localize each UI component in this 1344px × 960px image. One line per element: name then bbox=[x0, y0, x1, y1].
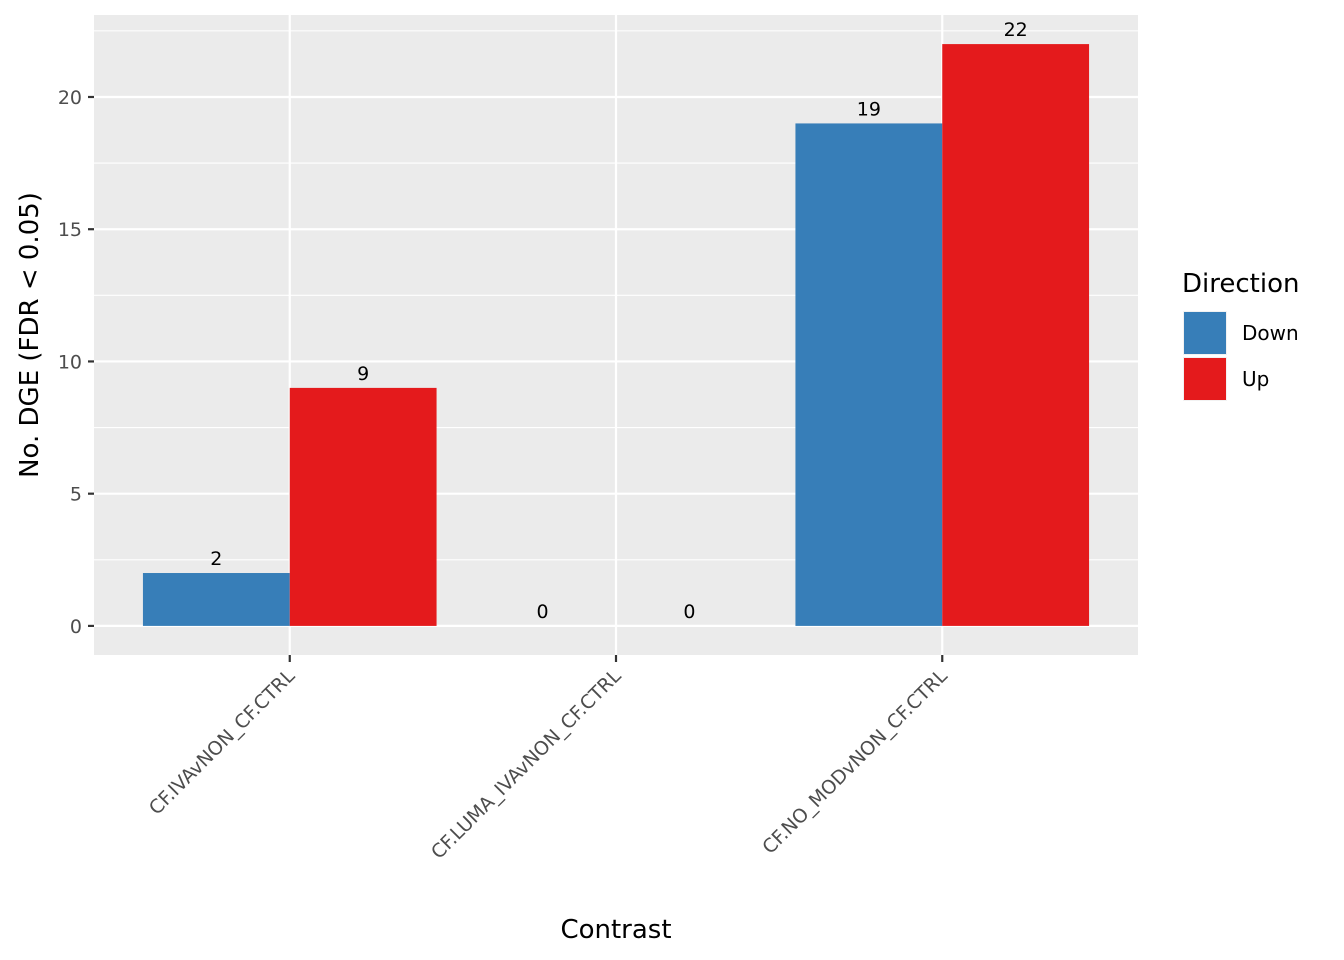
legend-label: Up bbox=[1242, 367, 1269, 391]
bars bbox=[142, 44, 1090, 626]
y-tick-label: 10 bbox=[58, 351, 82, 373]
bar-up bbox=[942, 44, 1090, 626]
data-label: 0 bbox=[683, 601, 695, 623]
legend-label: Down bbox=[1242, 321, 1299, 345]
y-tick-label: 0 bbox=[70, 616, 82, 638]
data-label: 2 bbox=[210, 548, 222, 570]
data-label: 9 bbox=[357, 363, 369, 385]
legend-swatch-down bbox=[1184, 312, 1226, 354]
x-tick-label: CF.IVAvNON_CF.CTRL bbox=[145, 665, 300, 820]
data-label: 0 bbox=[537, 601, 549, 623]
x-axis-title: Contrast bbox=[560, 915, 671, 945]
bar-down bbox=[795, 123, 943, 626]
bar-up bbox=[289, 387, 437, 626]
x-axis: CF.IVAvNON_CF.CTRL CF.LUMA_IVAvNON_CF.CTR… bbox=[145, 655, 952, 864]
legend: Direction Down Up bbox=[1182, 269, 1299, 401]
y-tick-label: 20 bbox=[58, 87, 82, 109]
legend-items: Down Up bbox=[1183, 311, 1299, 401]
x-tick-label: CF.LUMA_IVAvNON_CF.CTRL bbox=[427, 665, 626, 864]
x-tick-label: CF.NO_MODvNON_CF.CTRL bbox=[758, 665, 952, 859]
y-axis-title: No. DGE (FDR < 0.05) bbox=[15, 192, 45, 478]
y-tick-label: 5 bbox=[70, 484, 82, 506]
y-tick-label: 15 bbox=[58, 219, 82, 241]
legend-swatch-up bbox=[1184, 358, 1226, 400]
data-label: 19 bbox=[857, 98, 881, 120]
data-label: 22 bbox=[1004, 19, 1028, 41]
legend-title: Direction bbox=[1182, 269, 1299, 299]
bar-down bbox=[142, 573, 290, 626]
data-labels: 2 0 19 9 0 22 bbox=[210, 19, 1027, 623]
y-axis: 0 5 10 15 20 bbox=[58, 87, 94, 638]
